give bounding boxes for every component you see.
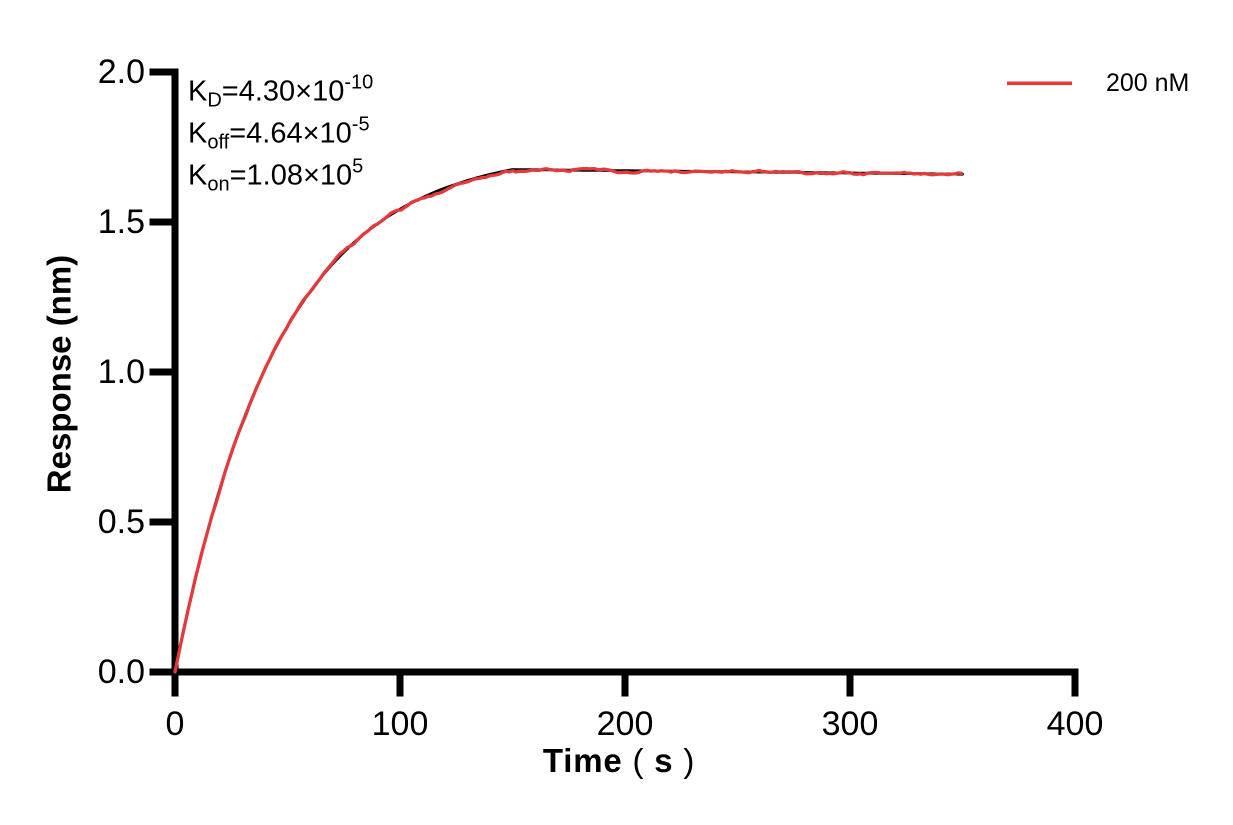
svg-text:Koff=4.64×10-5: Koff=4.64×10-5	[188, 114, 370, 154]
svg-text:200: 200	[597, 705, 654, 743]
svg-text:100: 100	[372, 705, 429, 743]
svg-text:0.5: 0.5	[98, 503, 145, 541]
svg-text:KD=4.30×10-10: KD=4.30×10-10	[188, 72, 373, 112]
svg-text:Time ( s ): Time ( s )	[543, 742, 695, 779]
svg-text:300: 300	[822, 705, 879, 743]
svg-text:0: 0	[166, 705, 185, 743]
svg-text:400: 400	[1047, 705, 1104, 743]
svg-text:200 nM: 200 nM	[1106, 69, 1189, 97]
svg-text:Kon=1.08×105: Kon=1.08×105	[188, 156, 363, 196]
svg-text:2.0: 2.0	[98, 53, 145, 91]
svg-text:1.5: 1.5	[98, 203, 145, 241]
svg-text:Response (nm): Response (nm)	[41, 255, 78, 493]
svg-text:1.0: 1.0	[98, 353, 145, 391]
svg-text:0.0: 0.0	[98, 653, 145, 691]
